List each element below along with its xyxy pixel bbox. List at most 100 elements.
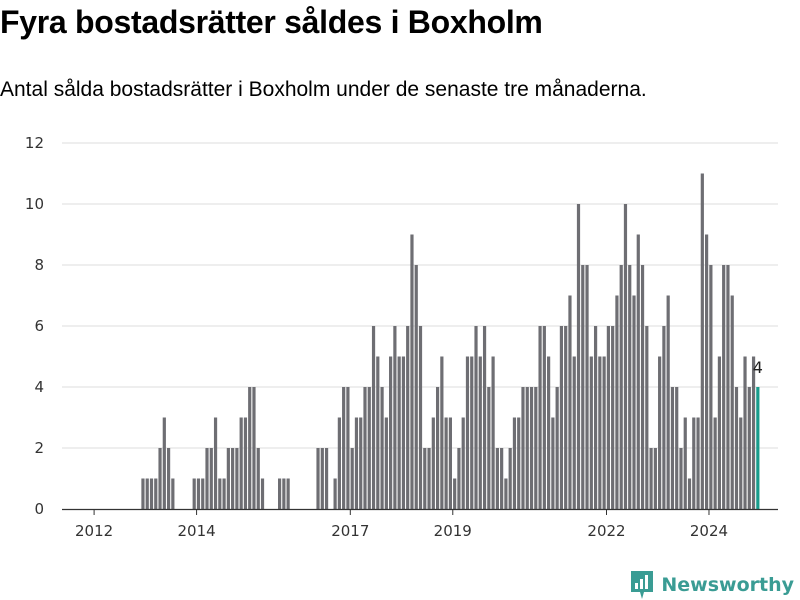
bar — [645, 326, 649, 509]
bar — [478, 356, 482, 509]
brand-name: Newsworthy — [661, 574, 794, 596]
bar — [692, 417, 696, 509]
bar — [350, 448, 354, 509]
bar — [474, 326, 478, 509]
bar — [218, 478, 222, 509]
bar — [222, 478, 226, 509]
bar — [487, 387, 491, 509]
bar — [589, 356, 593, 509]
bar — [628, 265, 632, 509]
bar — [380, 387, 384, 509]
bar — [448, 417, 452, 509]
bar — [145, 478, 149, 509]
bar — [158, 448, 162, 509]
y-tick-label: 10 — [25, 195, 44, 213]
bar — [730, 295, 734, 509]
bar — [709, 265, 713, 509]
bar — [192, 478, 196, 509]
y-tick-label: 12 — [25, 134, 44, 152]
newsworthy-logo: Newsworthy — [630, 570, 794, 600]
bar — [389, 356, 393, 509]
bar — [598, 356, 602, 509]
bar — [201, 478, 205, 509]
bar — [453, 478, 457, 509]
bar — [342, 387, 346, 509]
bar — [324, 448, 329, 509]
bar — [662, 326, 666, 509]
bar — [564, 326, 568, 509]
bar — [751, 356, 756, 509]
bar — [666, 295, 670, 509]
bar-highlight — [756, 387, 760, 509]
bar — [359, 417, 363, 509]
bar — [717, 356, 722, 509]
bar — [260, 478, 265, 509]
bar — [397, 356, 401, 509]
bar — [371, 326, 376, 509]
bar — [722, 265, 726, 509]
bar — [482, 326, 487, 509]
bar — [585, 265, 589, 509]
bar — [525, 387, 529, 509]
bar — [406, 326, 410, 509]
x-tick-label: 2017 — [331, 522, 369, 540]
bar — [320, 448, 324, 509]
bar — [658, 356, 662, 509]
bar — [504, 478, 508, 509]
bar — [166, 448, 171, 509]
bar — [713, 417, 717, 509]
chart-title: Fyra bostadsrätter såldes i Boxholm — [0, 4, 543, 40]
bar — [248, 387, 252, 509]
bar — [410, 234, 414, 509]
bar — [376, 356, 380, 509]
bar — [461, 417, 465, 509]
bar — [431, 417, 435, 509]
bar — [726, 265, 730, 509]
bar — [747, 387, 751, 509]
bar — [568, 295, 572, 509]
bar — [534, 387, 538, 509]
bar — [141, 478, 145, 509]
axes: 0 2 4 6 8 10 12 2012 2014 2017 2019 2022 2024 — [25, 134, 778, 540]
newsworthy-logo-icon — [631, 571, 654, 599]
y-tick-label: 2 — [34, 439, 44, 457]
bar — [734, 387, 739, 509]
bar — [367, 387, 371, 509]
y-tick-label: 0 — [34, 500, 44, 518]
bar — [414, 265, 418, 509]
bar — [743, 356, 747, 509]
bar — [675, 387, 679, 509]
bar — [231, 448, 235, 509]
bar — [465, 356, 470, 509]
bar — [282, 478, 286, 509]
bar — [559, 326, 564, 509]
bar — [393, 326, 397, 509]
bar — [679, 448, 683, 509]
bar — [593, 326, 598, 509]
x-tick-label: 2022 — [587, 522, 625, 540]
bar — [547, 356, 551, 509]
y-tick-label: 6 — [34, 317, 44, 335]
bar — [700, 173, 704, 509]
chart-subtitle: Antal sålda bostadsrätter i Boxholm unde… — [0, 78, 647, 101]
bar — [705, 234, 709, 509]
bar — [581, 265, 585, 509]
bar — [636, 234, 640, 509]
bar — [346, 387, 350, 509]
bar — [363, 387, 367, 509]
bar — [632, 295, 636, 509]
bar — [602, 356, 606, 509]
x-tick-label: 2019 — [434, 522, 472, 540]
bar — [606, 326, 610, 509]
bar — [739, 417, 743, 509]
data-label-latest: 4 — [753, 358, 763, 377]
bar — [239, 417, 243, 509]
data-labels: 4 — [753, 358, 763, 377]
bar — [615, 295, 619, 509]
bar — [495, 448, 499, 509]
bar — [619, 265, 623, 509]
bar — [491, 356, 495, 509]
bar — [418, 326, 423, 509]
bars — [141, 173, 760, 509]
x-tick-label: 2012 — [75, 522, 113, 540]
